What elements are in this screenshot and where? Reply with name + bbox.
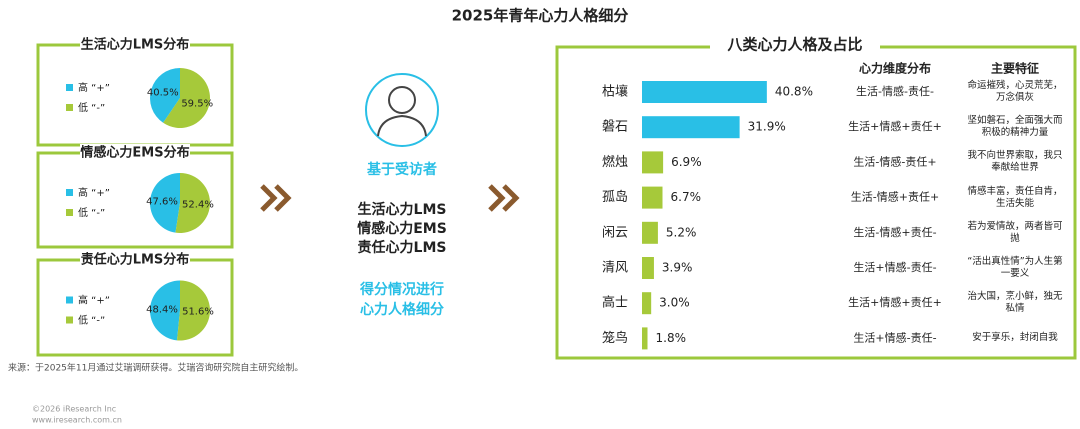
pie-slice [176,280,210,341]
center-heading: 基于受访者 [367,161,437,178]
dimension: 生活+情感-责任- [853,260,936,274]
feature-box: 治大国，烹小鲜，独无私情 [967,291,1063,315]
category-label: 闲云 [602,225,628,240]
page-title: 2025年青年心力人格细分 [452,7,629,25]
panel-title-bg [710,36,880,56]
pie-slice [149,280,180,341]
copyright: ©2026 iResearch Inc [32,405,116,414]
pie-label: 51.6% [182,306,214,317]
feature: 若为爱情故，两者皆可抛 [967,220,1063,244]
feature-box: “活出真性情”为人生第一要义 [967,256,1063,279]
bar [642,186,663,209]
column-header: 主要特征 [991,61,1039,76]
dimension: 生活+情感-责任- [853,330,936,344]
category-label: 清风 [602,261,628,276]
bar-label: 1.8% [656,331,687,345]
legend-label: 高 “+” [78,81,110,94]
legend-label: 低 “-” [78,101,105,114]
center-item: 生活心力LMS [358,201,447,218]
panel-title: 责任心力LMS分布 [81,252,190,268]
feature: 我不向世界索取，我只奉献给世界 [967,150,1063,174]
bar-label: 6.9% [671,155,702,169]
panel-title-bg [80,144,190,162]
legend-swatch [66,209,73,216]
bar-label: 6.7% [671,190,702,204]
column-header: 心力维度分布 [859,61,931,76]
category-label: 孤岛 [602,189,628,205]
bar [642,257,654,279]
legend-label: 低 “-” [78,206,105,219]
dimension: 生活+情感+责任+ [848,295,942,309]
feature: “活出真性情”为人生第一要义 [967,256,1063,279]
pie-slice [150,68,180,123]
source: 来源：于2025年11月通过艾瑞调研获得。艾瑞咨询研究院自主研究绘制。 [8,362,303,374]
legend-swatch [66,84,73,91]
pie-label: 40.5% [147,88,179,99]
panel-title: 情感心力EMS分布 [80,145,189,161]
feature: 安于享乐，封闭自我 [972,332,1058,344]
bar-label: 40.8% [775,85,813,99]
center-item: 责任心力LMS [358,239,447,256]
legend-label: 低 “-” [78,314,105,327]
category-label: 磐石 [602,120,628,135]
feature: 治大国，烹小鲜，独无私情 [967,291,1063,315]
bar-label: 3.9% [662,261,693,275]
dimension: 生活-情感+责任- [853,225,936,239]
legend-swatch [66,189,73,196]
arrow [260,184,520,212]
bar [642,81,767,103]
center-item: 情感心力EMS [357,220,447,237]
feature-box: 我不向世界索取，我只奉献给世界 [967,150,1063,174]
center-footer: 心力人格细分 [360,301,444,318]
dimension: 生活-情感-责任+ [853,154,936,168]
panel-title: 生活心力LMS分布 [81,37,190,53]
panel-title-bg [80,251,190,269]
feature-box: 情感丰富，责任自肯，生活失能 [967,185,1063,209]
pie-slice [150,173,180,233]
legend-swatch [66,296,73,304]
feature: 情感丰富，责任自肯，生活失能 [967,185,1063,209]
dimension: 生活-情感-责任- [856,84,934,98]
feature-box: 安于享乐，封闭自我 [972,332,1058,344]
legend-label: 高 “+” [78,186,110,199]
dimension: 生活-情感+责任+ [851,190,939,204]
panel-title-bg [80,36,190,54]
panel-title: 八类心力人格及占比 [726,36,862,54]
pie-label: 52.4% [182,199,214,210]
bar-label: 5.2% [666,225,697,239]
feature: 坚如磐石，全面强大而积极的精神力量 [967,115,1063,139]
center-footer: 得分情况进行 [359,281,444,298]
pie-label: 48.4% [146,305,178,316]
legend-swatch [66,316,73,324]
bar [642,327,648,350]
pie-slice [163,68,211,128]
copyright: www.iresearch.com.cn [32,416,122,425]
feature-box: 坚如磐石，全面强大而积极的精神力量 [967,115,1063,139]
pie-label: 47.6% [146,197,178,208]
category-label: 枯壤 [602,84,628,100]
bar-label: 3.0% [659,296,690,310]
category-label: 高士 [602,295,628,311]
pie-slice [175,173,210,233]
pie-label: 59.5% [181,98,213,109]
legend-swatch [66,104,73,111]
legend-label: 高 “+” [78,294,110,307]
bar-label: 31.9% [748,120,786,134]
bar [642,292,652,315]
feature-box: 命运摧残，心灵荒芜，万念俱灰 [967,80,1063,103]
feature: 命运摧残，心灵荒芜，万念俱灰 [967,80,1063,103]
category-label: 笼鸟 [602,330,628,346]
bar [642,221,658,244]
bar [642,116,740,139]
bar [642,151,664,174]
dimension: 生活+情感+责任+ [848,119,942,133]
person-icon [365,73,439,147]
category-label: 燃烛 [602,154,628,170]
feature-box: 若为爱情故，两者皆可抛 [967,220,1063,244]
